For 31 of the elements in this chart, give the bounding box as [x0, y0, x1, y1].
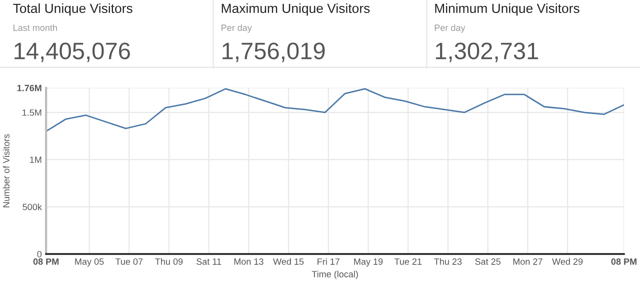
x-tick-label: May 05	[75, 258, 104, 267]
text: Per day	[222, 24, 252, 33]
x-tick-label: Mon 13	[234, 258, 264, 265]
x-tick-label: Thu 09	[155, 258, 183, 265]
x-tick-label: Sat 25	[475, 258, 500, 265]
y-tick-label: 1M	[30, 156, 42, 163]
text: Maximum Unique Visitors	[222, 3, 370, 16]
y-tick-label: 1.76M	[17, 84, 42, 92]
x-tick-label: Tue 07	[115, 258, 143, 265]
text: Total Unique Visitors	[13, 3, 132, 16]
x-tick-label: Wed 29	[552, 258, 583, 265]
y-tick-label: 500k	[22, 204, 42, 210]
y-axis-title: Number of Visitors	[2, 134, 10, 208]
text: 1,756,019	[222, 42, 325, 62]
x-tick-label: Sat 11	[196, 258, 222, 265]
text: Last month	[14, 24, 57, 31]
x-tick-label: 08 PM	[33, 258, 59, 265]
x-axis-title: Time (local)	[312, 270, 358, 280]
y-tick-label: 0	[37, 250, 42, 258]
x-tick-label: 08 PM	[611, 258, 636, 265]
x-tick-label: Wed 15	[273, 258, 304, 265]
x-tick-label: Mon 27	[513, 258, 542, 265]
text: Minimum Unique Visitors	[435, 3, 580, 16]
x-tick-label: Thu 23	[434, 258, 462, 265]
text: Per day	[434, 24, 466, 33]
x-tick-label: Fri 17	[318, 258, 340, 265]
y-tick-label: 1.5M	[22, 109, 42, 116]
x-tick-label: May 19	[354, 258, 383, 267]
x-tick-label: Tue 21	[394, 258, 422, 265]
text: 14,405,076	[14, 42, 130, 62]
text: 1,302,731	[436, 42, 538, 62]
